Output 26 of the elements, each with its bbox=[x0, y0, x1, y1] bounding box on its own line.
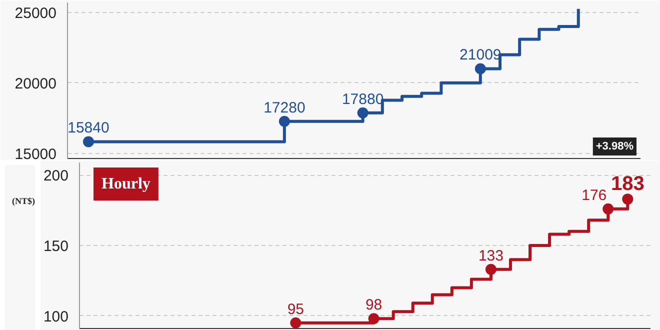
y-tick-label: 100 bbox=[43, 308, 69, 326]
point bbox=[368, 313, 380, 324]
point bbox=[82, 136, 94, 148]
y-tick-label: 150 bbox=[43, 238, 69, 255]
data-label: 183 bbox=[610, 173, 644, 196]
point bbox=[357, 107, 368, 118]
data-label: 17280 bbox=[264, 99, 306, 116]
text: +3.98% bbox=[596, 140, 634, 152]
data-label: 17880 bbox=[342, 90, 384, 108]
point bbox=[622, 194, 634, 205]
data-label: 98 bbox=[365, 296, 382, 314]
point bbox=[485, 264, 496, 275]
data-label: 176 bbox=[582, 186, 607, 204]
y-axis-title: (NT$) bbox=[12, 195, 35, 208]
y-tick-label: 15000 bbox=[14, 146, 57, 164]
point bbox=[278, 116, 290, 127]
data-label: 95 bbox=[287, 300, 304, 318]
point bbox=[602, 203, 614, 214]
data-label: 15840 bbox=[68, 120, 110, 137]
y-tick-label: 20000 bbox=[14, 75, 57, 92]
point bbox=[474, 63, 486, 74]
point bbox=[290, 317, 302, 328]
text: Hourly bbox=[102, 176, 150, 192]
data-label: 133 bbox=[478, 247, 504, 264]
y-tick-label: 25000 bbox=[14, 4, 57, 22]
y-tick-label: 200 bbox=[43, 168, 69, 185]
